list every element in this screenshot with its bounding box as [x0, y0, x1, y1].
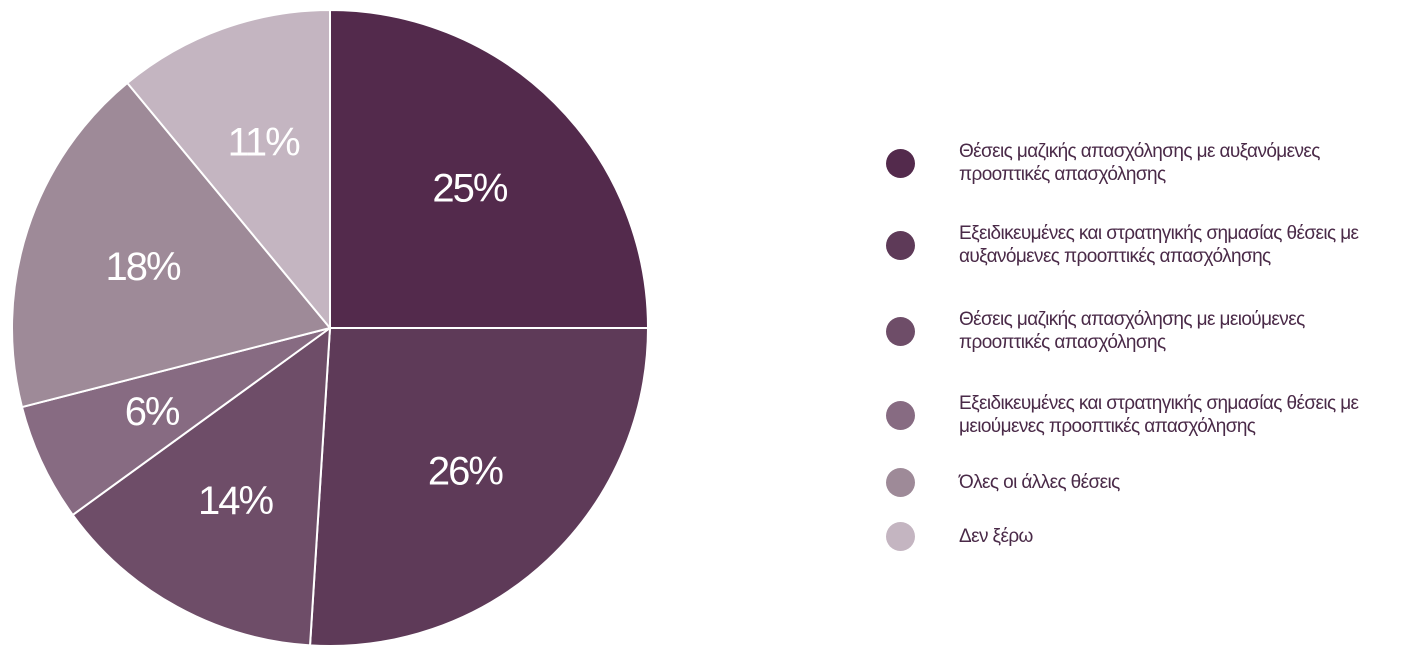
legend-item-6: Δεν ξέρω — [886, 522, 1399, 551]
legend-label-6: Δεν ξέρω — [959, 526, 1033, 547]
pie-slice-5 — [11, 81, 331, 409]
pie-slice-2 — [309, 327, 649, 646]
pie-slice-6 — [126, 9, 331, 329]
pie-slice-3 — [71, 327, 331, 646]
legend-swatch-4 — [886, 400, 915, 430]
legend-label-3: Θέσεις μαζικής απασχόλησης με μειούμενες… — [959, 309, 1305, 353]
legend-swatch-1 — [886, 148, 915, 178]
legend-item-1: Θέσεις μαζικής απασχόλησης με αυξανόμενε… — [886, 140, 1399, 186]
legend-label-1: Θέσεις μαζικής απασχόλησης με αυξανόμενε… — [959, 141, 1320, 185]
slice-value-label-2: 26% — [428, 450, 503, 494]
legend-swatch-5 — [886, 468, 915, 497]
legend-swatch-2 — [886, 230, 915, 260]
slice-value-label-5: 18% — [105, 245, 180, 289]
pie-slice-4 — [20, 327, 331, 516]
legend-item-2: Εξειδικευμένες και στρατηγικής σημασίας … — [886, 222, 1399, 268]
legend-item-3: Θέσεις μαζικής απασχόλησης με μειούμενες… — [886, 308, 1399, 354]
legend-swatch-3 — [886, 316, 915, 346]
slice-value-label-3: 14% — [198, 479, 273, 523]
legend-label-4: Εξειδικευμένες και στρατηγικής σημασίας … — [959, 393, 1359, 437]
legend-swatch-6 — [886, 522, 915, 551]
slice-value-label-1: 25% — [432, 167, 507, 211]
legend-item-4: Εξειδικευμένες και στρατηγικής σημασίας … — [886, 392, 1399, 438]
legend-item-5: Όλες οι άλλες θέσεις — [886, 468, 1399, 497]
pie-slice-1 — [329, 9, 649, 329]
legend-label-2: Εξειδικευμένες και στρατηγικής σημασίας … — [959, 223, 1359, 267]
slice-value-label-4: 6% — [125, 390, 180, 434]
slice-value-label-6: 11% — [228, 120, 301, 164]
legend-label-5: Όλες οι άλλες θέσεις — [959, 472, 1120, 493]
pie-chart: 25% 26% 14% 6% 18% 11% — [11, 9, 649, 646]
